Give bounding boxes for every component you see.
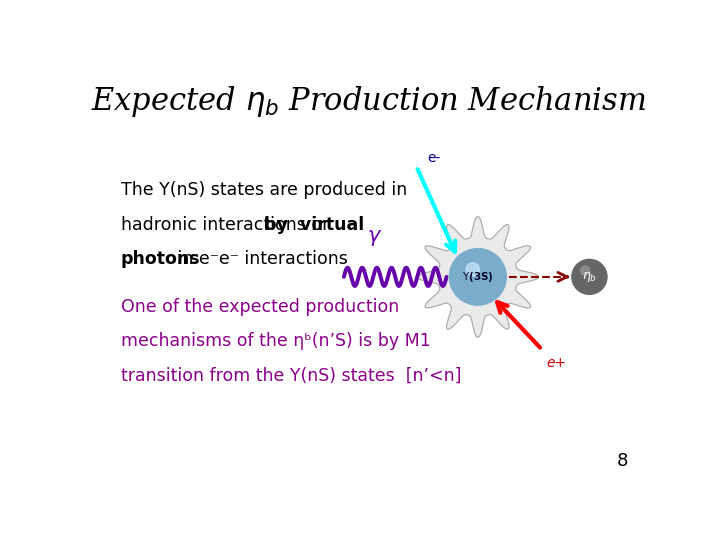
Text: in e⁻e⁻ interactions: in e⁻e⁻ interactions xyxy=(172,250,348,268)
Text: by  virtual: by virtual xyxy=(264,216,364,234)
Text: $\Upsilon$(3S): $\Upsilon$(3S) xyxy=(462,270,494,284)
Text: Expected $\eta_b$ Production Mechanism: Expected $\eta_b$ Production Mechanism xyxy=(91,84,647,118)
Text: e+: e+ xyxy=(546,356,567,370)
Text: $\eta_b$: $\eta_b$ xyxy=(582,270,597,284)
Text: e-: e- xyxy=(428,151,441,165)
Text: The Υ(nS) states are produced in: The Υ(nS) states are produced in xyxy=(121,181,407,199)
Text: 8: 8 xyxy=(617,452,629,470)
Text: hadronic interactions or: hadronic interactions or xyxy=(121,216,335,234)
Text: $\gamma$: $\gamma$ xyxy=(367,228,382,248)
Text: mechanisms of the ηᵇ(n’S) is by M1: mechanisms of the ηᵇ(n’S) is by M1 xyxy=(121,332,431,350)
Polygon shape xyxy=(417,217,539,337)
Ellipse shape xyxy=(580,266,590,275)
Text: transition from the Υ(nS) states  [n’<n]: transition from the Υ(nS) states [n’<n] xyxy=(121,367,462,384)
Ellipse shape xyxy=(466,263,480,276)
Ellipse shape xyxy=(572,259,607,294)
Text: One of the expected production: One of the expected production xyxy=(121,298,399,316)
Text: photons: photons xyxy=(121,250,200,268)
Ellipse shape xyxy=(449,248,506,305)
